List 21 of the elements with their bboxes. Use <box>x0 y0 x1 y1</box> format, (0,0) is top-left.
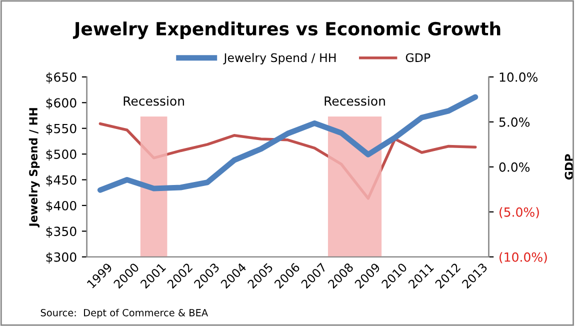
y-tick-label: $350 <box>46 226 76 238</box>
y2-tick-label: 5.0% <box>499 117 530 127</box>
band-label: Recession <box>124 96 184 106</box>
y-tick-label: $450 <box>46 175 76 186</box>
y2-tick-label: 0.0% <box>499 162 530 172</box>
y-tick-label: $500 <box>46 149 76 161</box>
y-tick-label: $300 <box>46 252 76 264</box>
y-tick-label: $650 <box>46 72 76 84</box>
y2-tick-label: (5.0%) <box>500 207 539 218</box>
y2-tick-label: 10.0% <box>500 72 538 82</box>
y-axis-title: Jewelry Spend / HH <box>28 108 40 228</box>
band-label: Recession <box>324 96 385 106</box>
y-tick-label: $550 <box>46 124 76 135</box>
y-tick-label: $400 <box>46 200 76 212</box>
y2-tick-label: (10.0%) <box>500 252 547 264</box>
legend-label: Jewelry Spend / HH <box>223 53 336 64</box>
y2-axis-title: GDP <box>564 154 574 180</box>
chart-title: Jewelry Expenditures vs Economic Growth <box>72 22 500 40</box>
y-tick-label: $600 <box>46 98 76 110</box>
source-note: Source: Dept of Commerce & BEA <box>40 308 208 318</box>
legend-label: GDP <box>406 53 430 62</box>
